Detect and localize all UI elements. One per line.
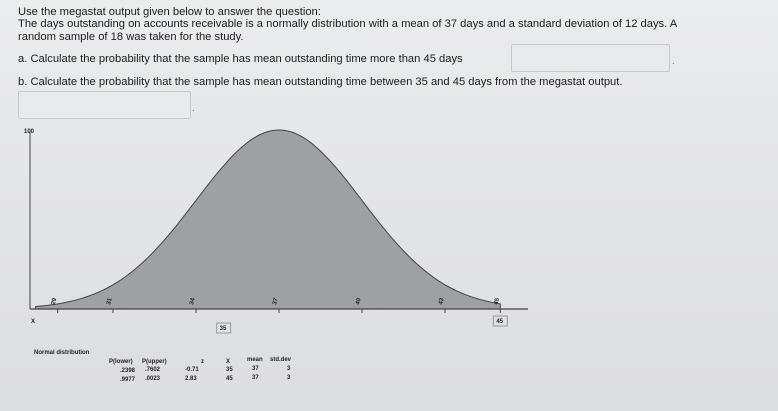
row2-z: 2.83 <box>185 376 197 382</box>
row1-z: -0.71 <box>185 367 199 373</box>
normal-distribution-chart: 100 X 29 31 34 37 40 43 45 35 45 Normal distribu… <box>24 129 528 383</box>
marked-value-label: 35 <box>220 326 227 332</box>
x-axis-label: X <box>31 319 35 325</box>
part-b-answer-field[interactable] <box>18 91 191 119</box>
row1-mean: 37 <box>252 366 259 372</box>
x-tick-label: 43 <box>438 297 446 306</box>
question-intro: Use the megastat output given below to a… <box>18 6 321 18</box>
part-a-prompt: a. Calculate the probability that the sa… <box>18 53 463 65</box>
question-description-line-2: random sample of 18 was taken for the st… <box>18 30 244 43</box>
marked-value-box <box>216 322 232 334</box>
row2-mean: 37 <box>252 375 259 381</box>
x-axis-ticks: 29 31 34 37 40 43 45 35 45 <box>51 297 508 334</box>
header-std-dev: std.dev <box>270 357 292 363</box>
marked-value-label: 45 <box>496 319 503 325</box>
row2-p-lower: .9977 <box>120 377 136 383</box>
x-tick-label: 31 <box>106 297 114 306</box>
row1-p-lower: .2398 <box>120 368 136 374</box>
table-title: Normal distribution <box>34 350 90 356</box>
row1-x: 35 <box>226 367 233 373</box>
normal-curve-area <box>35 129 501 310</box>
part-b-prompt: b. Calculate the probability that the sa… <box>18 76 623 88</box>
y-axis-top-label: 100 <box>24 129 35 135</box>
header-x: X <box>226 359 230 365</box>
question-text: Use the megastat output given below to a… <box>18 6 758 43</box>
row1-p-upper: .7602 <box>145 367 161 373</box>
x-tick-label: 29 <box>51 297 59 306</box>
x-tick-label: 40 <box>355 297 363 306</box>
part-a-answer-field[interactable] <box>511 44 670 72</box>
x-tick-label: 34 <box>189 297 197 306</box>
x-tick-label: 37 <box>272 297 280 306</box>
row2-p-upper: .0023 <box>145 376 161 382</box>
row2-x: 45 <box>226 376 233 382</box>
header-p-lower: P(lower) <box>109 359 133 365</box>
header-z: z <box>201 359 204 365</box>
part-a-dot-icon: . <box>672 56 675 66</box>
marked-value-box <box>492 315 508 327</box>
row1-std-dev: 3 <box>287 366 291 372</box>
header-p-upper: P(upper) <box>142 359 167 365</box>
header-mean: mean <box>247 357 263 363</box>
part-b-dot-icon: . <box>192 103 195 113</box>
question-description-line-1: The days outstanding on accounts receiva… <box>18 18 678 31</box>
x-tick-label: 45 <box>493 297 501 306</box>
row2-std-dev: 3 <box>287 375 291 381</box>
